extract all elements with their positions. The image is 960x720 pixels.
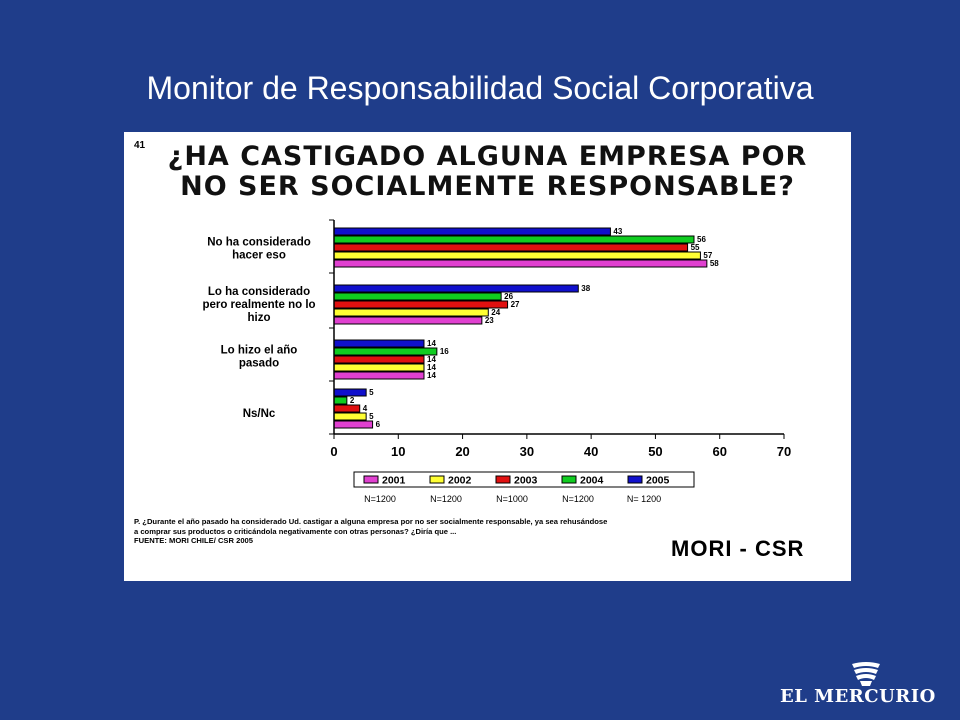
legend-swatch-2002 — [429, 475, 445, 484]
x-tick-label: 30 — [520, 444, 534, 459]
value-label: 14 — [427, 371, 436, 380]
x-tick-label: 70 — [777, 444, 791, 459]
value-label: 14 — [427, 339, 436, 348]
sample-size-label: N= 1200 — [627, 494, 661, 504]
value-label: 5 — [369, 412, 374, 421]
value-label: 57 — [703, 251, 712, 260]
value-label: 43 — [613, 227, 622, 236]
bar-2003-3 — [333, 404, 361, 413]
el-mercurio-logo: EL MERCURIO — [780, 660, 950, 710]
value-label: 4 — [363, 404, 368, 413]
category-label: pasado — [239, 358, 279, 370]
bar-2005-2 — [333, 339, 425, 348]
brand-name: EL MERCURIO — [780, 686, 936, 707]
value-label: 58 — [710, 259, 719, 268]
bar-2005-1 — [333, 284, 579, 293]
page-number: 41 — [134, 140, 146, 151]
value-label: 23 — [485, 316, 494, 325]
bar-2004-0 — [333, 235, 695, 244]
bar-2004-2 — [333, 347, 438, 356]
bar-2003-1 — [333, 300, 509, 309]
sample-size-label: N=1000 — [496, 494, 528, 504]
chart-panel: 41 ¿HA CASTIGADO ALGUNA EMPRESA POR NO S… — [124, 132, 851, 581]
category-label: hacer eso — [232, 250, 286, 262]
x-tick-label: 60 — [712, 444, 726, 459]
legend-swatch-2001 — [363, 475, 379, 484]
question-note: P. ¿Durante el año pasado ha considerado… — [134, 517, 607, 546]
value-label: 5 — [369, 388, 374, 397]
bar-2001-0 — [333, 259, 708, 268]
chart-title-line-1: ¿HA CASTIGADO ALGUNA EMPRESA POR — [167, 141, 808, 172]
bar-2004-1 — [333, 292, 502, 301]
question-line-1: P. ¿Durante el año pasado ha considerado… — [134, 517, 608, 526]
bar-2002-2 — [333, 363, 425, 372]
source-line: FUENTE: MORI CHILE/ CSR 2005 — [134, 536, 253, 545]
value-label: 16 — [440, 347, 449, 356]
mercurio-emblem-icon — [852, 662, 880, 686]
x-tick-label: 10 — [391, 444, 405, 459]
x-tick-label: 0 — [330, 444, 337, 459]
sample-size-label: N=1200 — [430, 494, 462, 504]
value-label: 24 — [491, 308, 500, 317]
value-label: 6 — [376, 420, 381, 429]
sample-size-label: N=1200 — [364, 494, 396, 504]
bar-2005-0 — [333, 227, 611, 236]
legend-label-2005: 2005 — [646, 475, 670, 487]
bar-2002-3 — [333, 412, 367, 421]
bar-2003-2 — [333, 355, 425, 364]
chart-title: ¿HA CASTIGADO ALGUNA EMPRESA POR NO SER … — [124, 142, 851, 202]
category-label: Lo hizo el año — [221, 345, 298, 357]
bar-2003-0 — [333, 243, 689, 252]
category-label: No ha considerado — [207, 237, 311, 249]
bar-2002-1 — [333, 308, 489, 317]
value-label: 26 — [504, 292, 513, 301]
x-tick-label: 20 — [455, 444, 469, 459]
category-label: Lo ha considerado — [208, 286, 310, 298]
legend-label-2001: 2001 — [382, 475, 406, 487]
value-label: 55 — [691, 243, 700, 252]
bar-2005-3 — [333, 388, 367, 397]
legend-swatch-2005 — [627, 475, 643, 484]
legend-label-2002: 2002 — [448, 475, 472, 487]
legend-label-2003: 2003 — [514, 475, 538, 487]
value-label: 27 — [511, 300, 520, 309]
legend-label-2004: 2004 — [580, 475, 604, 487]
mori-csr-logo: MORI - CSR — [671, 536, 805, 561]
value-label: 2 — [350, 396, 355, 405]
bar-2002-0 — [333, 251, 701, 260]
value-label: 14 — [427, 363, 436, 372]
x-tick-label: 50 — [648, 444, 662, 459]
bar-2001-1 — [333, 316, 483, 325]
category-label: Ns/Nc — [243, 408, 276, 420]
bar-2004-3 — [333, 396, 348, 405]
bar-2001-2 — [333, 371, 425, 380]
chart-title-line-2: NO SER SOCIALMENTE RESPONSABLE? — [180, 171, 795, 202]
category-label: hizo — [248, 312, 271, 324]
slide-title: Monitor de Responsabilidad Social Corpor… — [146, 70, 814, 106]
sample-size-label: N=1200 — [562, 494, 594, 504]
category-label: pero realmente no lo — [202, 299, 315, 311]
value-label: 14 — [427, 355, 436, 364]
x-tick-label: 40 — [584, 444, 598, 459]
bar-2001-3 — [333, 420, 374, 429]
legend-swatch-2004 — [561, 475, 577, 484]
question-line-2: a comprar sus productos o criticándola n… — [134, 526, 457, 536]
value-label: 38 — [581, 284, 590, 293]
value-label: 56 — [697, 235, 706, 244]
legend-swatch-2003 — [495, 475, 511, 484]
